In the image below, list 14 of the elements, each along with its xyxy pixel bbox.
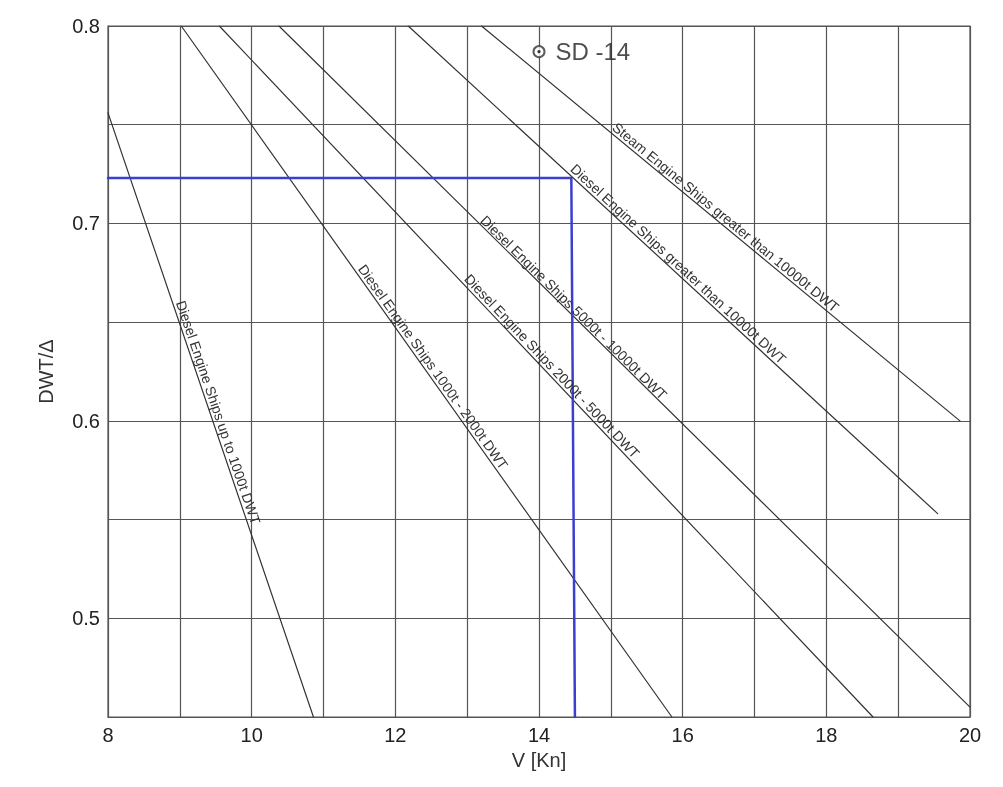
y-tick-label: 0.8 bbox=[72, 15, 100, 37]
y-tick-label: 0.6 bbox=[72, 409, 100, 432]
x-axis-title: V [Kn] bbox=[511, 748, 567, 771]
x-tick-label: 18 bbox=[815, 724, 838, 746]
y-axis-title: DWT/Δ bbox=[35, 339, 57, 404]
x-tick-label: 14 bbox=[527, 724, 551, 746]
x-tick-label: 12 bbox=[384, 724, 407, 746]
x-tick-label: 10 bbox=[240, 724, 263, 746]
y-tick-label: 0.7 bbox=[72, 212, 100, 235]
y-tick-label: 0.5 bbox=[72, 607, 100, 630]
x-tick-label: 20 bbox=[958, 724, 982, 746]
x-tick-label: 16 bbox=[671, 724, 694, 746]
x-tick-label: 8 bbox=[102, 724, 114, 746]
text: Diesel Engine Ships up to 1000t DWT bbox=[172, 298, 264, 527]
